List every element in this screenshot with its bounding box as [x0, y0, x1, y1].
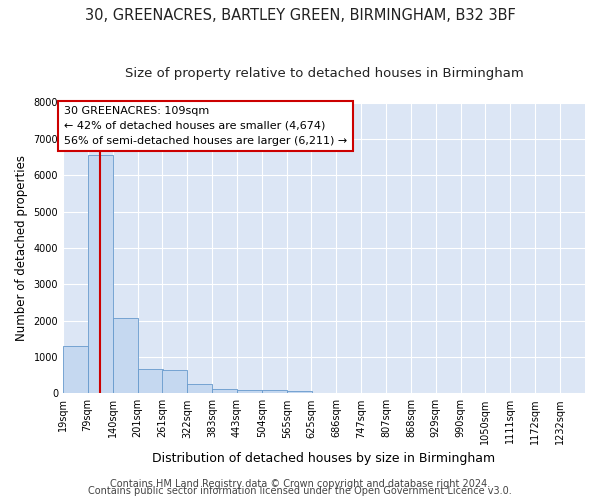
Bar	[212, 388, 237, 394]
Bar	[187, 384, 212, 394]
Bar	[88, 155, 113, 394]
Text: 30 GREENACRES: 109sqm
← 42% of detached houses are smaller (4,674)
56% of semi-d: 30 GREENACRES: 109sqm ← 42% of detached …	[64, 106, 347, 146]
Text: Contains HM Land Registry data © Crown copyright and database right 2024.: Contains HM Land Registry data © Crown c…	[110, 479, 490, 489]
Title: Size of property relative to detached houses in Birmingham: Size of property relative to detached ho…	[125, 68, 523, 80]
Bar	[63, 346, 88, 394]
Y-axis label: Number of detached properties: Number of detached properties	[15, 155, 28, 341]
Bar	[137, 370, 163, 394]
Bar	[262, 390, 287, 394]
Bar	[113, 318, 137, 394]
Text: 30, GREENACRES, BARTLEY GREEN, BIRMINGHAM, B32 3BF: 30, GREENACRES, BARTLEY GREEN, BIRMINGHA…	[85, 8, 515, 22]
Bar	[237, 390, 262, 394]
Text: Contains public sector information licensed under the Open Government Licence v3: Contains public sector information licen…	[88, 486, 512, 496]
Bar	[162, 370, 187, 394]
Bar	[287, 390, 312, 394]
X-axis label: Distribution of detached houses by size in Birmingham: Distribution of detached houses by size …	[152, 452, 496, 465]
